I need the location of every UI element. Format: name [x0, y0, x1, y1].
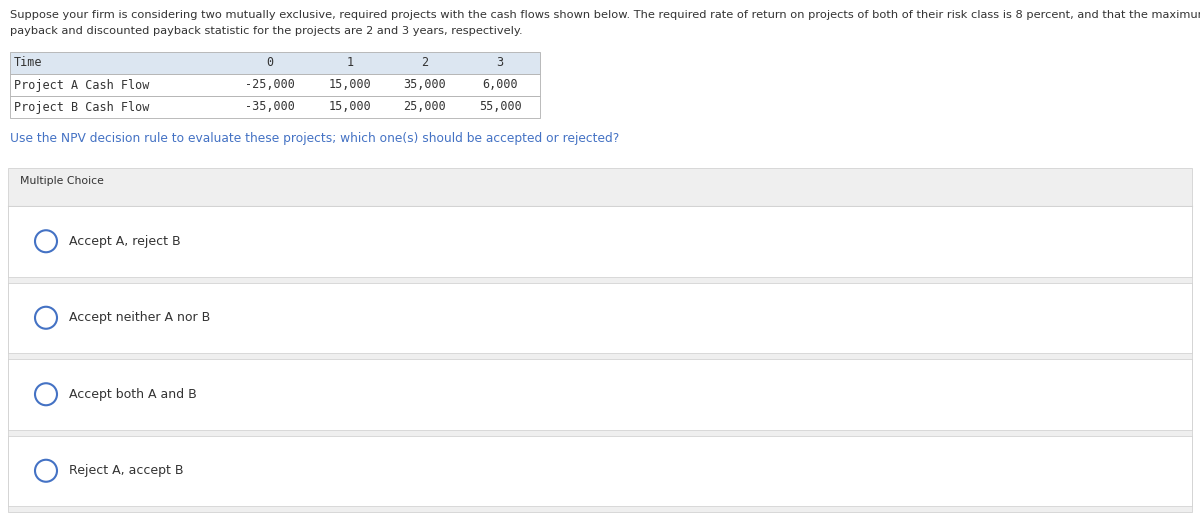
Text: Suppose your firm is considering two mutually exclusive, required projects with : Suppose your firm is considering two mut…	[10, 10, 1200, 20]
FancyBboxPatch shape	[8, 282, 1192, 353]
Text: 1: 1	[347, 56, 354, 69]
Text: -25,000: -25,000	[245, 79, 295, 92]
Text: Accept A, reject B: Accept A, reject B	[70, 235, 181, 248]
Text: 6,000: 6,000	[482, 79, 518, 92]
Text: Project A Cash Flow: Project A Cash Flow	[14, 79, 149, 92]
FancyBboxPatch shape	[8, 435, 1192, 506]
FancyBboxPatch shape	[8, 168, 1192, 512]
FancyBboxPatch shape	[10, 52, 540, 74]
FancyBboxPatch shape	[10, 96, 540, 118]
FancyBboxPatch shape	[8, 359, 1192, 430]
FancyBboxPatch shape	[8, 206, 1192, 277]
Text: 55,000: 55,000	[479, 100, 521, 114]
Text: Accept neither A nor B: Accept neither A nor B	[70, 311, 210, 324]
Text: Project B Cash Flow: Project B Cash Flow	[14, 100, 149, 114]
Text: Use the NPV decision rule to evaluate these projects; which one(s) should be acc: Use the NPV decision rule to evaluate th…	[10, 132, 619, 145]
Text: 3: 3	[497, 56, 504, 69]
Text: Accept both A and B: Accept both A and B	[70, 388, 197, 401]
Text: Reject A, accept B: Reject A, accept B	[70, 464, 184, 477]
Text: 0: 0	[266, 56, 274, 69]
Text: 35,000: 35,000	[403, 79, 446, 92]
Text: 15,000: 15,000	[329, 79, 371, 92]
Text: 2: 2	[421, 56, 428, 69]
Text: 25,000: 25,000	[403, 100, 446, 114]
Text: 15,000: 15,000	[329, 100, 371, 114]
Text: Multiple Choice: Multiple Choice	[20, 176, 104, 186]
Text: Time: Time	[14, 56, 42, 69]
Text: payback and discounted payback statistic for the projects are 2 and 3 years, res: payback and discounted payback statistic…	[10, 26, 523, 36]
FancyBboxPatch shape	[10, 74, 540, 96]
Text: -35,000: -35,000	[245, 100, 295, 114]
